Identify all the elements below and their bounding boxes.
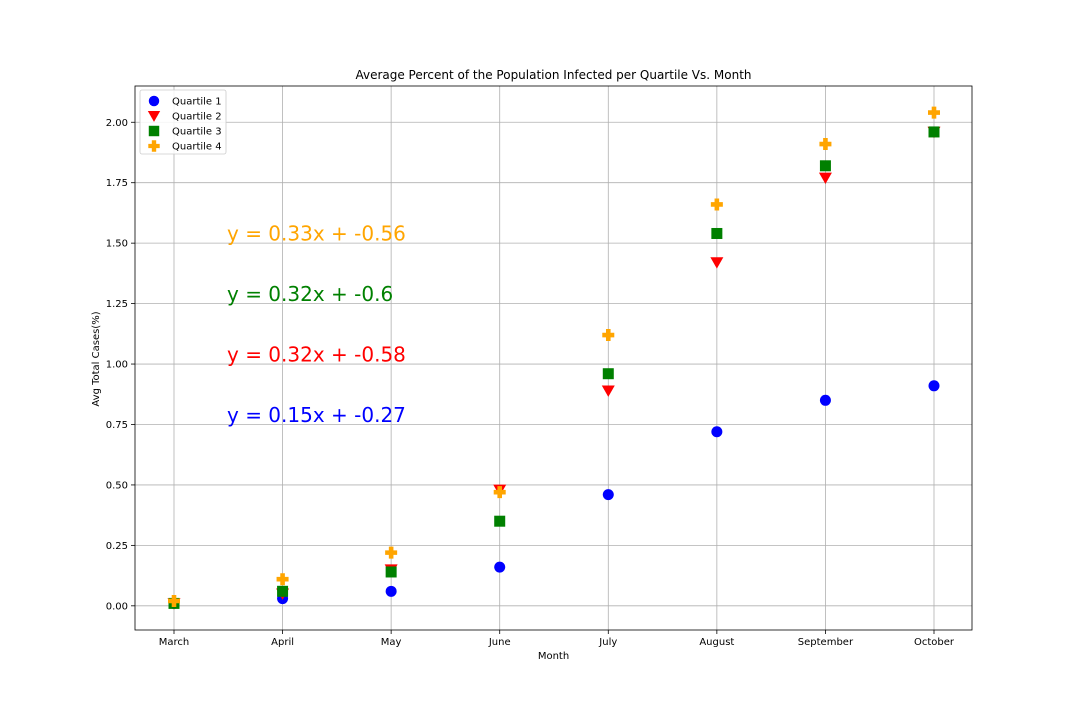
x-tick-label: June <box>488 637 511 648</box>
y-tick-label: 1.00 <box>106 360 128 371</box>
plot-frame <box>134 85 973 631</box>
data-point <box>602 489 614 501</box>
x-axis-label: Month <box>538 651 569 662</box>
x-tick-label: April <box>271 637 294 648</box>
x-tick-label: September <box>798 637 854 648</box>
data-points <box>167 106 941 610</box>
y-axis-label: Avg Total Cases(%) <box>91 311 102 406</box>
data-point <box>818 172 832 185</box>
data-point <box>819 160 831 172</box>
data-point <box>602 329 615 342</box>
equation-label: y = 0.15x + -0.27 <box>227 403 406 427</box>
x-tick-label: March <box>159 637 189 648</box>
y-tick-label: 0.50 <box>106 480 128 491</box>
data-point <box>819 394 831 406</box>
data-point <box>168 594 180 607</box>
data-point <box>493 486 506 499</box>
data-point <box>710 198 723 211</box>
data-point <box>494 561 506 573</box>
equation-label: y = 0.32x + -0.58 <box>227 342 406 366</box>
data-point <box>385 566 397 578</box>
y-axis: 0.00 0.25 0.50 0.75 1.00 1.25 1.50 1.75 2.00 <box>106 118 135 612</box>
equation-label: y = 0.32x + -0.6 <box>227 282 393 306</box>
data-point <box>276 573 289 586</box>
data-point <box>601 385 615 397</box>
y-tick-label: 1.75 <box>106 178 128 189</box>
series-3 <box>168 126 940 609</box>
data-point <box>710 257 724 269</box>
legend-marker <box>148 95 160 107</box>
data-point <box>928 126 940 138</box>
y-tick-label: 0.25 <box>106 541 128 552</box>
legend-label: Quartile 4 <box>172 142 222 153</box>
x-tick-label: October <box>914 637 955 648</box>
legend-marker <box>147 111 161 122</box>
data-point <box>928 380 940 392</box>
legend-marker <box>148 140 160 152</box>
data-point <box>385 546 398 559</box>
y-tick-label: 0.00 <box>106 601 128 612</box>
data-point <box>928 106 940 119</box>
y-tick-label: 1.25 <box>106 299 128 310</box>
legend-box <box>139 89 227 155</box>
legend: Quartile 1 Quartile 2 Quartile 3 Quartile 4 <box>139 89 227 155</box>
y-tick-label: 2.00 <box>106 118 128 129</box>
x-tick-label: May <box>381 637 402 648</box>
x-tick-label: July <box>598 637 617 648</box>
data-point <box>277 585 289 597</box>
grid <box>135 86 972 630</box>
x-axis: March April May June July August September Octo… <box>159 630 955 648</box>
equation-label: y = 0.33x + -0.56 <box>227 221 406 245</box>
legend-label: Quartile 1 <box>172 97 222 108</box>
data-point <box>711 426 723 438</box>
equation-annotations: y = 0.33x + -0.56 y = 0.32x + -0.6 y = 0.3… <box>227 221 406 426</box>
legend-label: Quartile 2 <box>172 112 222 123</box>
chart-title: Average Percent of the Population Infect… <box>355 68 751 82</box>
data-point <box>494 515 506 527</box>
y-tick-label: 1.50 <box>106 239 128 250</box>
legend-label: Quartile 3 <box>172 127 222 138</box>
data-point <box>385 585 397 597</box>
data-point <box>711 227 723 239</box>
x-tick-label: August <box>699 637 734 648</box>
legend-marker <box>148 125 160 137</box>
data-point <box>602 368 614 380</box>
series-4 <box>168 106 940 607</box>
y-tick-label: 0.75 <box>106 420 128 431</box>
plot-area-border <box>134 85 973 631</box>
data-point <box>819 138 832 151</box>
series-2 <box>167 126 941 610</box>
